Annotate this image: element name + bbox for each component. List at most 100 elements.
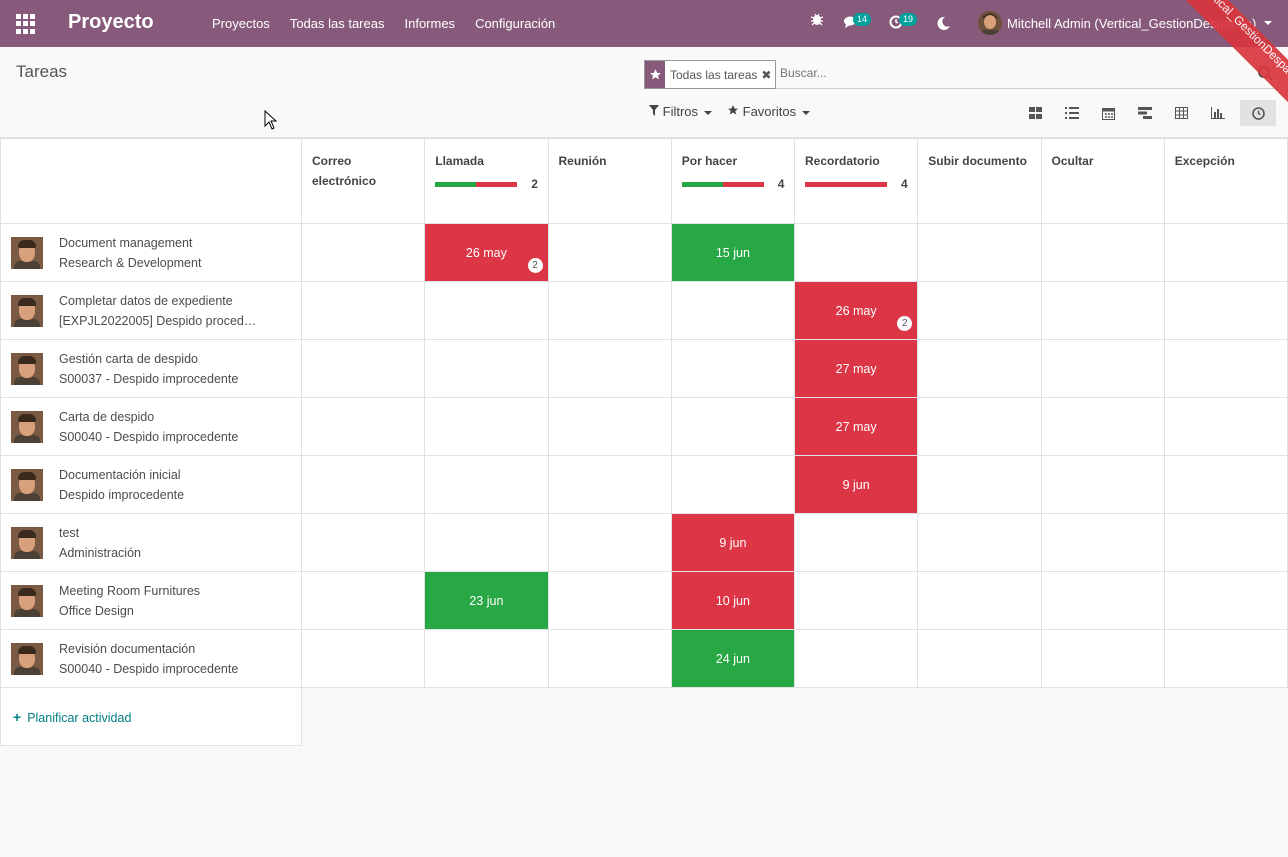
kanban-view-icon[interactable] <box>1017 100 1053 126</box>
record-cell[interactable]: Documentación inicial Despido improcedent… <box>0 455 302 514</box>
header-activity-type[interactable]: Recordatorio 4 <box>793 138 919 224</box>
avatar[interactable] <box>11 410 43 443</box>
activity-cell[interactable]: 27 may <box>793 397 919 456</box>
empty-activity-cell[interactable] <box>1163 455 1288 514</box>
avatar[interactable] <box>11 526 43 559</box>
empty-activity-cell[interactable] <box>300 339 426 398</box>
activity-cell[interactable]: 26 may 2 <box>793 281 919 340</box>
empty-activity-cell[interactable] <box>1040 629 1165 688</box>
empty-activity-cell[interactable] <box>424 629 549 688</box>
empty-activity-cell[interactable] <box>547 281 672 340</box>
record-cell[interactable]: Document management Research & Developmen… <box>0 223 302 282</box>
empty-activity-cell[interactable] <box>917 571 1042 630</box>
activity-cell[interactable]: 24 jun <box>670 629 796 688</box>
remove-facet-icon[interactable]: ✖ <box>761 67 772 82</box>
empty-activity-cell[interactable] <box>1163 223 1288 282</box>
empty-activity-cell[interactable] <box>793 223 919 282</box>
empty-activity-cell[interactable] <box>793 629 919 688</box>
dark-mode-moon-icon[interactable] <box>936 16 951 31</box>
empty-activity-cell[interactable] <box>1040 397 1165 456</box>
progress-bar[interactable] <box>681 181 764 187</box>
empty-activity-cell[interactable] <box>917 513 1042 572</box>
activity-cell[interactable]: 23 jun <box>424 571 549 630</box>
empty-activity-cell[interactable] <box>670 397 796 456</box>
empty-activity-cell[interactable] <box>300 571 426 630</box>
empty-activity-cell[interactable] <box>670 281 796 340</box>
empty-activity-cell[interactable] <box>1163 629 1288 688</box>
activity-cell[interactable]: 27 may <box>793 339 919 398</box>
empty-activity-cell[interactable] <box>917 397 1042 456</box>
empty-activity-cell[interactable] <box>300 281 426 340</box>
empty-activity-cell[interactable] <box>547 629 672 688</box>
empty-activity-cell[interactable] <box>793 571 919 630</box>
empty-activity-cell[interactable] <box>917 629 1042 688</box>
header-activity-type[interactable]: Excepción <box>1163 138 1288 224</box>
schedule-activity-link[interactable]: + Planificar actividad <box>13 709 131 725</box>
pivot-view-icon[interactable] <box>1163 100 1199 126</box>
list-view-icon[interactable] <box>1054 100 1090 126</box>
progress-bar-red[interactable] <box>476 181 518 187</box>
graph-view-icon[interactable] <box>1200 100 1236 126</box>
progress-bar-green[interactable] <box>435 181 477 187</box>
empty-activity-cell[interactable] <box>424 513 549 572</box>
apps-menu-icon[interactable] <box>16 14 36 34</box>
favorites-dropdown[interactable]: Favoritos <box>727 104 811 119</box>
menu-todas-las-tareas[interactable]: Todas las tareas <box>289 16 385 31</box>
gantt-view-icon[interactable] <box>1127 100 1163 126</box>
empty-activity-cell[interactable] <box>1163 281 1288 340</box>
empty-activity-cell[interactable] <box>547 339 672 398</box>
empty-activity-cell[interactable] <box>1040 513 1165 572</box>
empty-activity-cell[interactable] <box>917 455 1042 514</box>
empty-activity-cell[interactable] <box>1040 223 1165 282</box>
header-activity-type[interactable]: Correo electrónico <box>300 138 426 224</box>
avatar[interactable] <box>11 294 43 327</box>
avatar[interactable] <box>11 584 43 617</box>
user-avatar[interactable] <box>978 11 1002 35</box>
avatar[interactable] <box>11 236 43 269</box>
menu-informes[interactable]: Informes <box>404 16 456 31</box>
empty-activity-cell[interactable] <box>300 397 426 456</box>
user-menu-caret-icon[interactable] <box>1264 21 1272 25</box>
empty-activity-cell[interactable] <box>670 339 796 398</box>
header-activity-type[interactable]: Subir documento <box>917 138 1042 224</box>
empty-activity-cell[interactable] <box>424 281 549 340</box>
empty-activity-cell[interactable] <box>1163 397 1288 456</box>
empty-activity-cell[interactable] <box>1163 339 1288 398</box>
empty-activity-cell[interactable] <box>547 223 672 282</box>
activity-cell[interactable]: 10 jun <box>670 571 796 630</box>
bug-icon[interactable] <box>810 12 824 26</box>
empty-activity-cell[interactable] <box>300 513 426 572</box>
activity-view-icon[interactable] <box>1240 100 1276 126</box>
header-activity-type[interactable]: Ocultar <box>1040 138 1165 224</box>
avatar[interactable] <box>11 642 43 675</box>
record-cell[interactable]: test Administración <box>0 513 302 572</box>
record-cell[interactable]: Carta de despido S00040 - Despido improce… <box>0 397 302 456</box>
user-menu[interactable]: Mitchell Admin (Vertical_GestionDespacho… <box>1007 16 1257 31</box>
progress-bar-red[interactable] <box>805 181 887 187</box>
activity-cell[interactable]: 15 jun <box>670 223 796 282</box>
empty-activity-cell[interactable] <box>917 281 1042 340</box>
empty-activity-cell[interactable] <box>300 223 426 282</box>
empty-activity-cell[interactable] <box>1040 339 1165 398</box>
filters-dropdown[interactable]: Filtros <box>649 104 713 119</box>
menu-proyectos[interactable]: Proyectos <box>212 16 270 31</box>
record-cell[interactable]: Completar datos de expediente [EXPJL20220… <box>0 281 302 340</box>
avatar[interactable] <box>11 352 43 385</box>
empty-activity-cell[interactable] <box>424 397 549 456</box>
progress-bar[interactable] <box>805 181 887 187</box>
empty-activity-cell[interactable] <box>670 455 796 514</box>
empty-activity-cell[interactable] <box>1163 513 1288 572</box>
menu-configuracion[interactable]: Configuración <box>475 16 556 31</box>
progress-bar-green[interactable] <box>681 181 723 187</box>
empty-activity-cell[interactable] <box>547 397 672 456</box>
search-input[interactable] <box>780 66 1180 80</box>
empty-activity-cell[interactable] <box>1040 281 1165 340</box>
activity-cell[interactable]: 26 may 2 <box>424 223 549 282</box>
record-cell[interactable]: Meeting Room Furnitures Office Design <box>0 571 302 630</box>
calendar-view-icon[interactable] <box>1090 100 1126 126</box>
empty-activity-cell[interactable] <box>424 455 549 514</box>
avatar[interactable] <box>11 468 43 501</box>
record-cell[interactable]: Gestión carta de despido S00037 - Despido… <box>0 339 302 398</box>
empty-activity-cell[interactable] <box>917 339 1042 398</box>
empty-activity-cell[interactable] <box>547 571 672 630</box>
